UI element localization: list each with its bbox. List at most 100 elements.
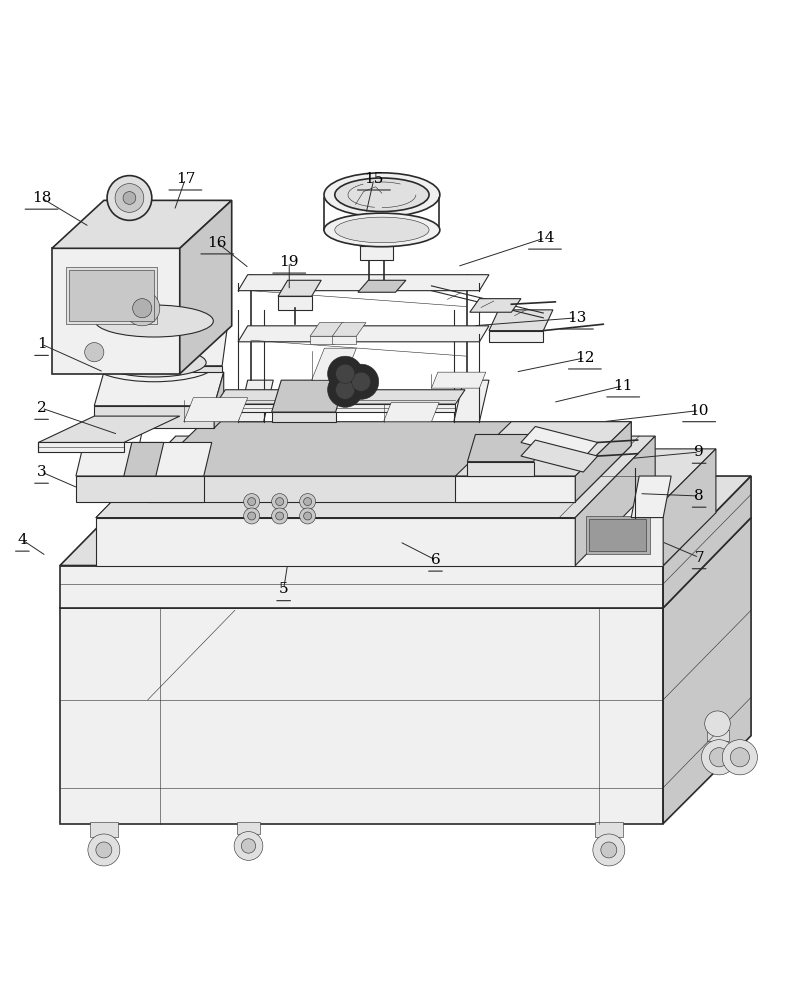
Text: 10: 10 (690, 404, 709, 418)
Polygon shape (575, 422, 631, 502)
Polygon shape (455, 476, 575, 502)
Polygon shape (663, 449, 716, 566)
Polygon shape (489, 310, 553, 331)
Polygon shape (238, 326, 489, 342)
Text: 18: 18 (32, 191, 51, 205)
Text: 11: 11 (614, 379, 633, 393)
Circle shape (123, 192, 136, 204)
Text: 5: 5 (279, 582, 288, 596)
Polygon shape (521, 426, 598, 458)
Circle shape (300, 494, 316, 510)
Polygon shape (575, 449, 716, 502)
Polygon shape (238, 380, 273, 422)
Circle shape (304, 498, 312, 506)
Polygon shape (360, 235, 403, 246)
Polygon shape (310, 336, 334, 344)
Circle shape (328, 372, 363, 407)
Text: 12: 12 (575, 351, 594, 365)
Polygon shape (470, 299, 521, 312)
Text: 8: 8 (694, 489, 704, 503)
Circle shape (336, 364, 355, 383)
Polygon shape (60, 518, 751, 608)
Circle shape (352, 372, 371, 391)
Circle shape (276, 512, 284, 520)
Text: 19: 19 (280, 255, 299, 269)
Polygon shape (575, 422, 631, 502)
Text: 2: 2 (37, 401, 46, 415)
Polygon shape (38, 442, 124, 452)
Polygon shape (272, 412, 336, 422)
Polygon shape (521, 440, 598, 472)
Polygon shape (431, 372, 486, 388)
Circle shape (593, 834, 625, 866)
Polygon shape (96, 436, 655, 518)
Circle shape (705, 711, 730, 737)
Polygon shape (278, 280, 321, 296)
Polygon shape (52, 200, 232, 248)
Polygon shape (278, 296, 312, 310)
Ellipse shape (102, 348, 206, 377)
Polygon shape (216, 390, 465, 404)
Ellipse shape (91, 343, 217, 382)
Text: 13: 13 (567, 311, 586, 325)
Text: 9: 9 (694, 445, 704, 459)
Ellipse shape (335, 217, 429, 243)
Polygon shape (184, 398, 248, 422)
Ellipse shape (335, 178, 429, 212)
Polygon shape (148, 422, 631, 476)
Circle shape (115, 184, 144, 212)
Polygon shape (467, 462, 534, 476)
Circle shape (336, 380, 355, 399)
Text: 6: 6 (431, 553, 440, 567)
Text: 4: 4 (18, 533, 27, 547)
Polygon shape (663, 518, 751, 824)
Polygon shape (60, 608, 663, 824)
Text: 7: 7 (694, 551, 704, 565)
Circle shape (328, 356, 363, 391)
Polygon shape (76, 442, 212, 476)
Circle shape (272, 494, 288, 510)
Circle shape (234, 832, 263, 860)
Polygon shape (489, 331, 543, 342)
Circle shape (133, 299, 152, 318)
Polygon shape (272, 380, 345, 412)
Circle shape (344, 364, 379, 399)
Circle shape (730, 748, 749, 767)
Circle shape (300, 508, 316, 524)
Circle shape (85, 343, 104, 362)
Circle shape (601, 842, 617, 858)
Circle shape (107, 176, 152, 220)
Polygon shape (238, 275, 489, 291)
Circle shape (88, 834, 120, 866)
Polygon shape (467, 434, 542, 462)
Circle shape (276, 498, 284, 506)
Polygon shape (60, 476, 751, 566)
Bar (586, 516, 650, 554)
Polygon shape (312, 348, 356, 380)
Polygon shape (454, 380, 489, 422)
Polygon shape (76, 476, 204, 502)
Polygon shape (360, 246, 393, 260)
Circle shape (244, 508, 260, 524)
Polygon shape (575, 502, 663, 566)
Circle shape (125, 291, 160, 326)
Polygon shape (237, 822, 260, 834)
Polygon shape (332, 336, 356, 344)
Polygon shape (86, 366, 222, 372)
Text: 14: 14 (535, 231, 555, 245)
Text: 17: 17 (176, 172, 195, 186)
Circle shape (96, 842, 112, 858)
Circle shape (702, 740, 737, 775)
Circle shape (304, 512, 312, 520)
Polygon shape (631, 476, 671, 518)
Polygon shape (90, 822, 118, 837)
Polygon shape (310, 323, 344, 336)
Circle shape (244, 494, 260, 510)
Polygon shape (332, 323, 366, 336)
Polygon shape (148, 476, 575, 502)
Polygon shape (595, 822, 623, 837)
Bar (589, 519, 646, 551)
Circle shape (248, 498, 256, 506)
Text: 15: 15 (364, 172, 384, 186)
Ellipse shape (95, 305, 213, 337)
